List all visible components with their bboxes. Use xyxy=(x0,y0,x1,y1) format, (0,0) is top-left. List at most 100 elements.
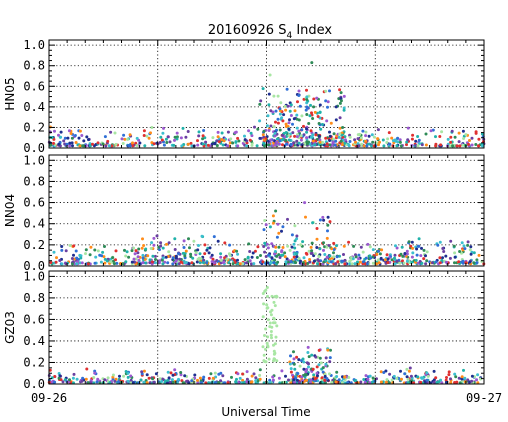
data-point xyxy=(359,380,363,384)
data-point xyxy=(127,144,131,147)
data-point xyxy=(266,318,270,322)
data-point xyxy=(448,256,452,260)
data-point xyxy=(171,380,175,384)
data-point xyxy=(102,255,106,259)
data-point xyxy=(220,131,224,135)
data-point xyxy=(267,103,271,107)
data-point xyxy=(103,257,107,261)
data-point xyxy=(281,119,285,123)
data-point xyxy=(127,255,131,259)
data-point xyxy=(300,128,304,132)
data-point xyxy=(436,243,440,247)
data-point xyxy=(326,215,330,219)
panel-y-label: HN05 xyxy=(3,77,17,110)
data-point xyxy=(306,345,310,349)
data-point xyxy=(271,144,275,148)
data-point xyxy=(174,259,178,263)
data-point xyxy=(272,300,276,304)
data-point xyxy=(283,104,287,108)
data-point xyxy=(60,248,64,252)
data-point xyxy=(59,130,63,134)
data-point xyxy=(78,129,82,133)
data-point xyxy=(166,135,170,139)
data-point xyxy=(241,378,245,382)
data-point xyxy=(298,364,302,368)
data-point xyxy=(395,259,399,263)
data-point xyxy=(464,261,468,265)
data-point xyxy=(216,135,220,139)
data-point xyxy=(174,256,178,260)
data-point xyxy=(290,245,294,249)
data-point xyxy=(297,141,301,145)
data-point xyxy=(214,375,218,379)
data-point xyxy=(328,254,332,258)
data-point xyxy=(133,260,136,264)
data-point xyxy=(269,124,273,128)
data-point xyxy=(339,139,343,143)
data-point xyxy=(309,129,313,133)
data-point xyxy=(65,142,69,146)
data-point xyxy=(368,374,372,378)
data-point xyxy=(403,252,407,255)
data-point xyxy=(348,140,352,143)
data-point xyxy=(323,374,327,378)
data-point xyxy=(276,117,280,121)
data-point xyxy=(409,374,413,378)
data-point xyxy=(460,377,464,381)
data-point xyxy=(267,143,271,147)
data-point xyxy=(126,375,130,379)
data-point xyxy=(400,377,403,381)
data-point xyxy=(295,378,299,382)
data-point xyxy=(167,250,171,254)
data-point xyxy=(372,135,376,139)
data-point xyxy=(342,253,345,256)
data-point xyxy=(143,144,147,148)
data-point xyxy=(361,260,365,264)
data-point xyxy=(122,133,126,137)
data-point xyxy=(66,136,70,140)
data-point xyxy=(420,261,424,265)
data-point xyxy=(267,357,271,361)
data-point xyxy=(343,262,347,266)
data-point xyxy=(318,140,322,144)
data-point xyxy=(197,134,201,138)
data-point xyxy=(153,254,157,258)
data-point xyxy=(325,119,329,123)
data-point xyxy=(432,369,436,373)
data-point xyxy=(258,119,262,123)
data-point xyxy=(202,375,206,379)
y-tick-label: 0.4 xyxy=(23,217,45,231)
data-point xyxy=(328,130,331,134)
data-point xyxy=(198,261,202,265)
data-point xyxy=(236,372,240,376)
data-point xyxy=(302,360,306,364)
data-point xyxy=(60,245,64,248)
data-point xyxy=(264,327,268,331)
panel-nn04: 0.0 0.2 0.4 0.6 0.8 1.0 NN04 xyxy=(3,153,486,273)
data-point xyxy=(307,122,311,125)
data-point xyxy=(186,142,190,146)
data-point xyxy=(462,137,466,140)
data-point xyxy=(476,373,480,377)
data-point xyxy=(318,247,322,251)
data-point xyxy=(278,107,282,111)
data-point xyxy=(305,378,309,382)
data-point xyxy=(125,250,129,254)
data-point xyxy=(455,144,459,148)
data-point xyxy=(179,136,183,140)
data-point xyxy=(449,135,453,139)
data-point xyxy=(96,377,100,381)
data-point xyxy=(284,374,287,378)
data-point xyxy=(268,73,272,77)
data-point xyxy=(272,352,276,356)
data-point xyxy=(385,253,389,257)
data-point xyxy=(268,380,272,384)
data-point xyxy=(278,128,282,132)
data-point xyxy=(377,249,380,253)
data-point xyxy=(145,381,149,385)
data-point xyxy=(384,369,388,373)
data-point xyxy=(332,248,336,251)
data-point xyxy=(60,262,64,266)
data-point xyxy=(304,215,307,219)
data-point xyxy=(138,141,142,145)
